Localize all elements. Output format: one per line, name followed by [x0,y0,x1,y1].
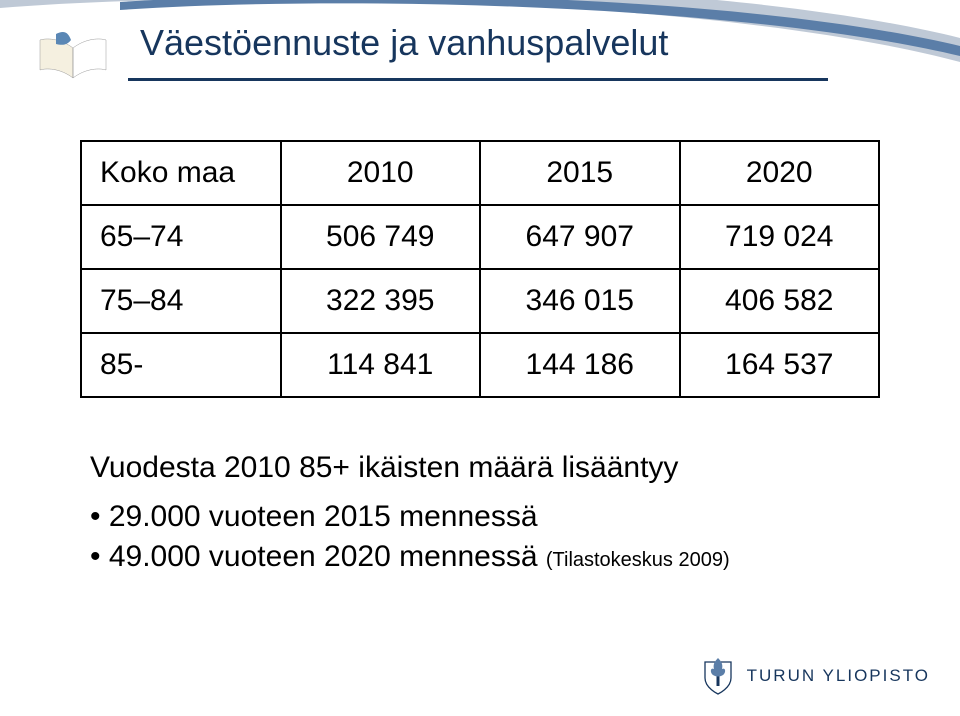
table-row: 75–84 322 395 346 015 406 582 [81,269,879,333]
table-cell: 114 841 [281,333,481,397]
table-row: 85- 114 841 144 186 164 537 [81,333,879,397]
bullet-note: (Tilastokeskus 2009) [546,549,730,571]
table-cell: 719 024 [680,205,880,269]
table-cell: 346 015 [480,269,680,333]
university-name: TURUN YLIOPISTO [747,666,930,686]
table-header-cell: 2015 [480,141,680,205]
table-row: 65–74 506 749 647 907 719 024 [81,205,879,269]
torch-shield-icon [701,656,735,696]
lead-line: Vuodesta 2010 85+ ikäisten määrä lisäänt… [90,448,870,489]
bullet-item: • 29.000 vuoteen 2015 mennessä [90,497,870,538]
table-cell: 65–74 [81,205,281,269]
population-table-container: Koko maa 2010 2015 2020 65–74 506 749 64… [80,140,880,398]
table-cell: 322 395 [281,269,481,333]
bullet-text: • 29.000 vuoteen 2015 mennessä [90,500,538,533]
table-header-cell: 2010 [281,141,481,205]
university-logo: TURUN YLIOPISTO [701,656,930,696]
bullet-list: • 29.000 vuoteen 2015 mennessä • 49.000 … [90,497,870,578]
slide-header: Väestöennuste ja vanhuspalvelut [0,0,960,100]
table-cell: 647 907 [480,205,680,269]
bullet-item: • 49.000 vuoteen 2020 mennessä (Tilastok… [90,537,870,578]
bullet-text: • 49.000 vuoteen 2020 mennessä [90,540,546,573]
table-cell: 506 749 [281,205,481,269]
title-underline [128,78,828,81]
table-cell: 406 582 [680,269,880,333]
table-cell: 75–84 [81,269,281,333]
table-header-cell: Koko maa [81,141,281,205]
table-cell: 164 537 [680,333,880,397]
table-cell: 144 186 [480,333,680,397]
table-cell: 85- [81,333,281,397]
population-table: Koko maa 2010 2015 2020 65–74 506 749 64… [80,140,880,398]
open-book-icon [38,30,108,80]
body-text: Vuodesta 2010 85+ ikäisten määrä lisäänt… [90,448,870,578]
slide-title: Väestöennuste ja vanhuspalvelut [140,22,960,64]
table-header-row: Koko maa 2010 2015 2020 [81,141,879,205]
table-header-cell: 2020 [680,141,880,205]
